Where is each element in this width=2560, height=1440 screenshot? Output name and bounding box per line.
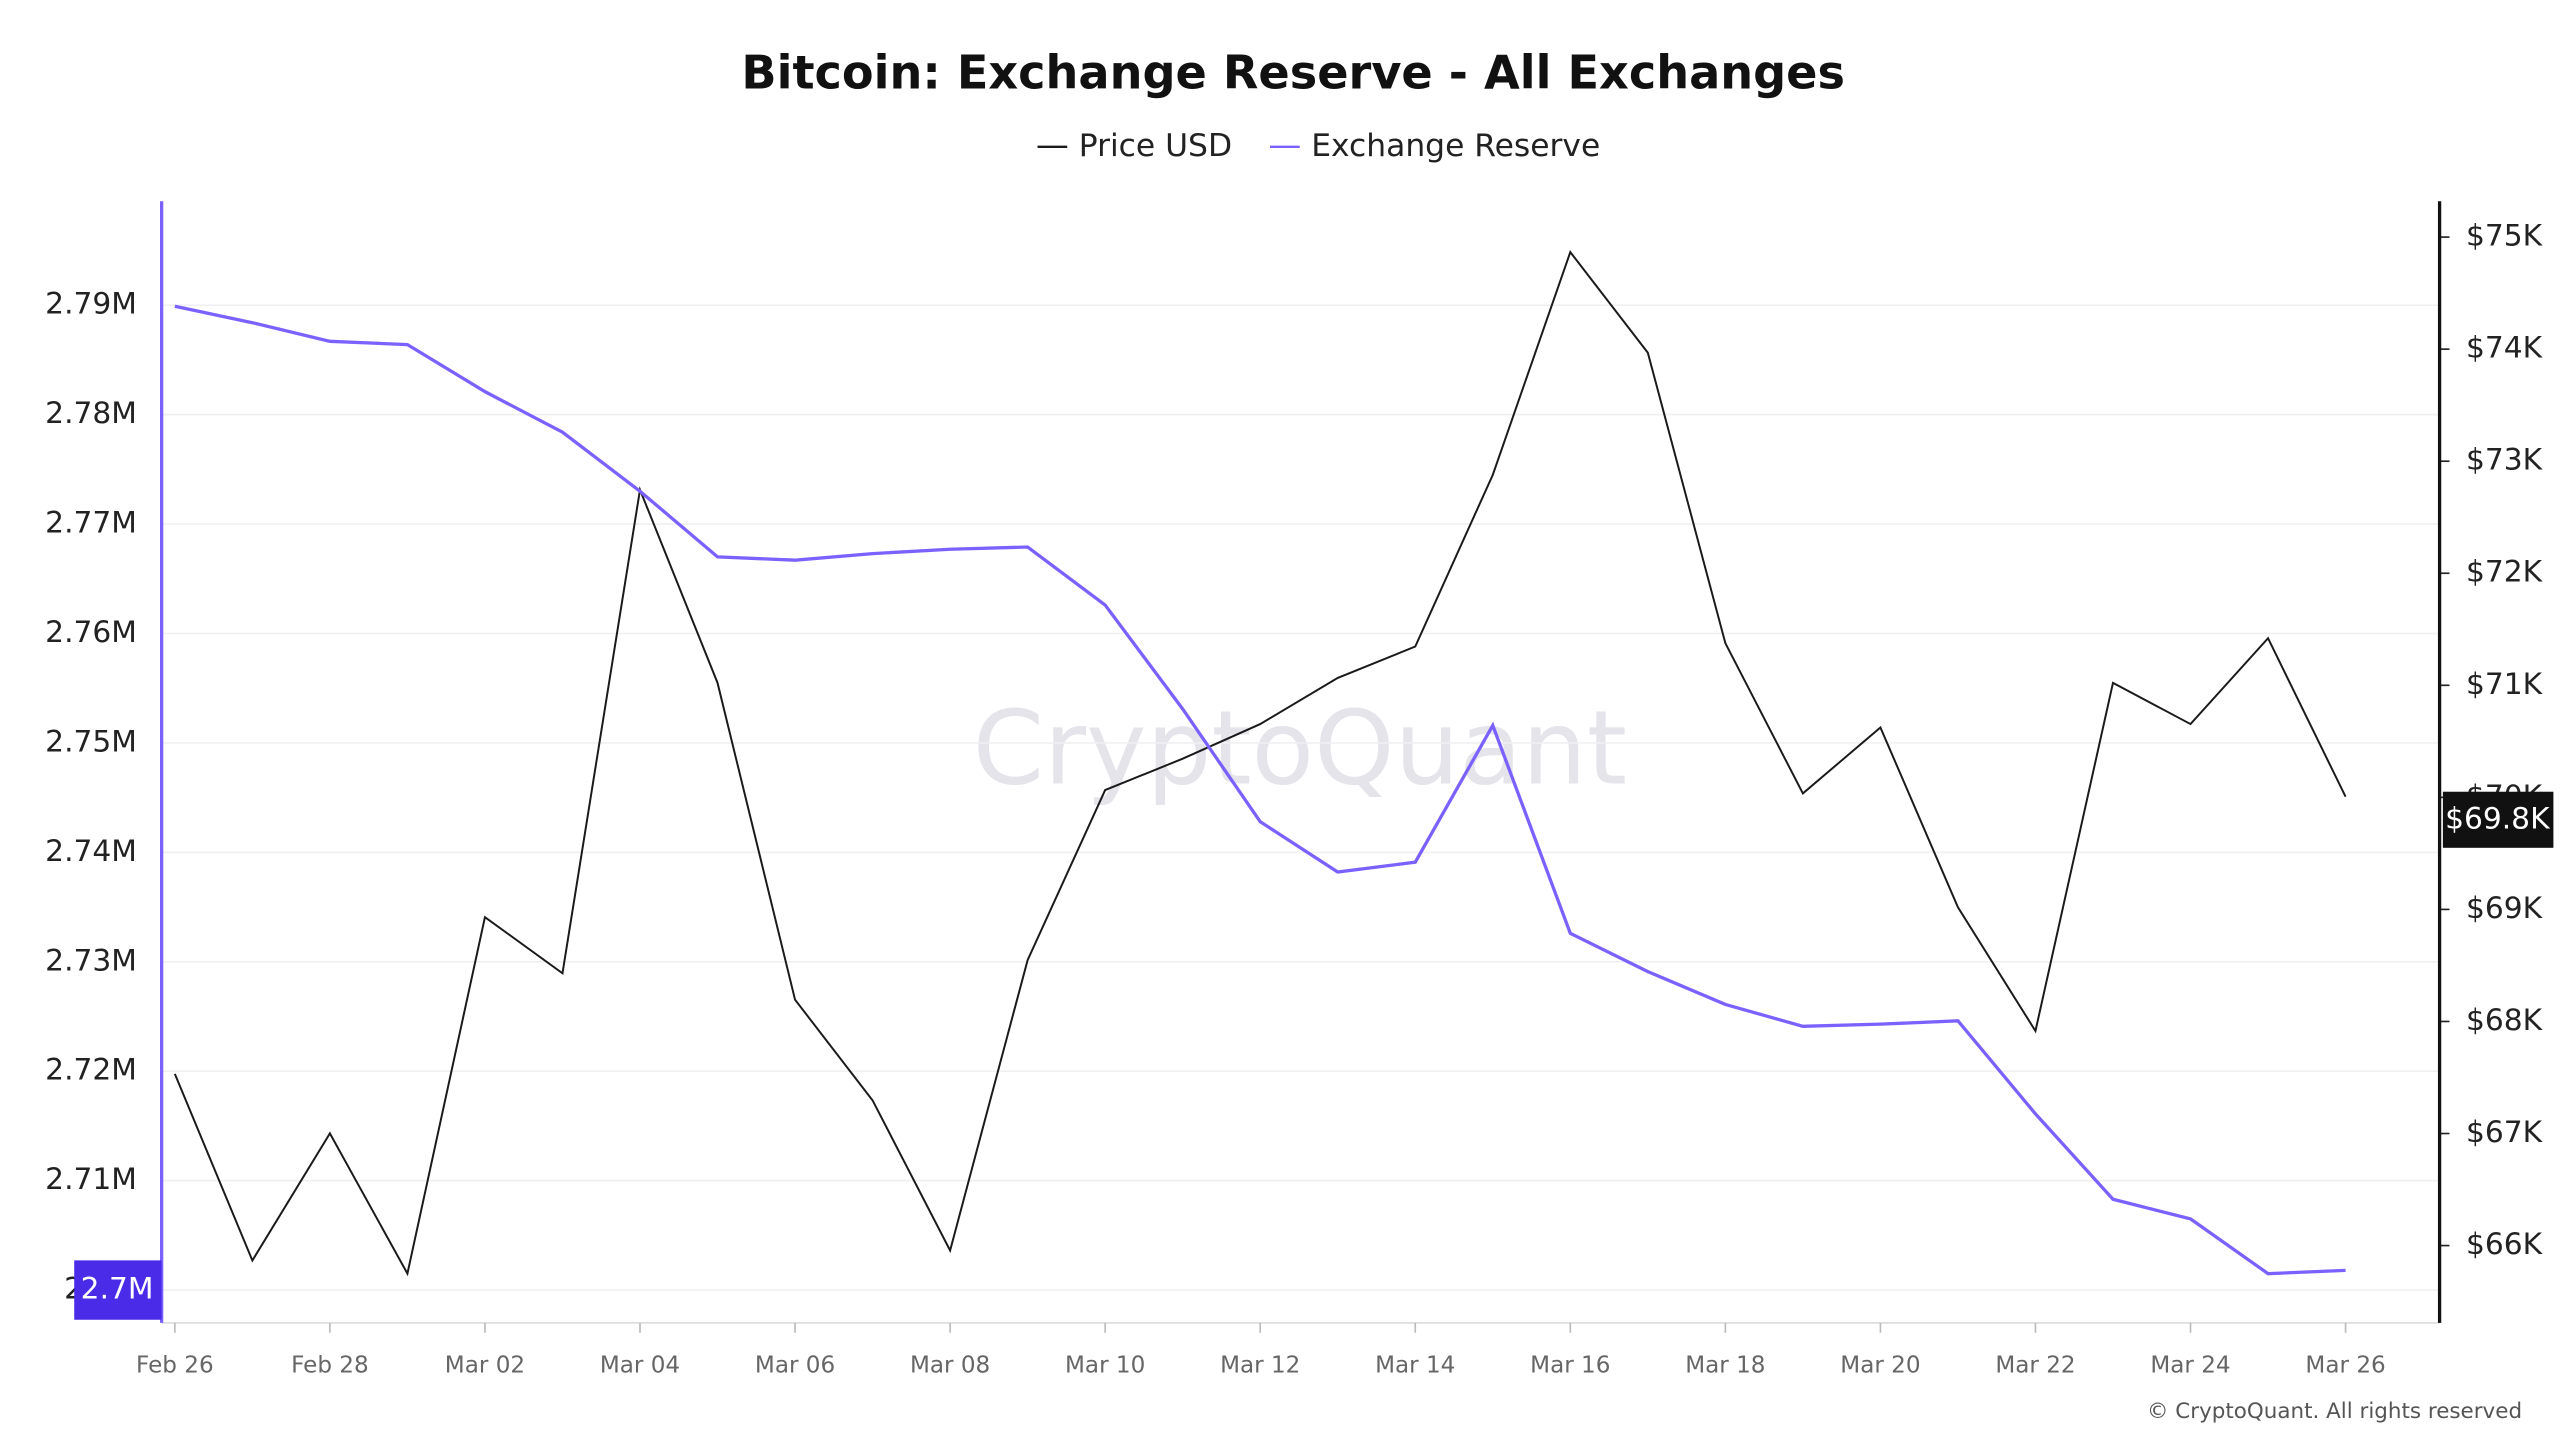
y-tick-label: 2.75M [45,724,137,759]
y2-tick-label: $66K [2466,1227,2544,1262]
y-tick-label: 2.77M [45,506,137,541]
x-tick-label: Mar 20 [1840,1352,1920,1378]
y-tick-label: 2.72M [45,1053,137,1088]
x-tick-label: Mar 22 [1995,1352,2075,1378]
y2-tick-label: $74K [2466,331,2544,366]
y-tick-label: 2.71M [45,1162,137,1197]
x-tick-label: Mar 16 [1530,1352,1610,1378]
y2-badge [2442,791,2554,848]
y2-tick-label: $71K [2466,667,2544,702]
watermark: CryptoQuant [973,689,1627,808]
chart-title: Bitcoin: Exchange Reserve - All Exchange… [741,45,1845,99]
line-series [174,304,2346,1276]
x-tick-label: Mar 12 [1220,1352,1300,1378]
x-tick-label: Feb 26 [136,1352,214,1378]
y-badge [74,1260,162,1320]
x-tick-label: Mar 02 [445,1352,525,1378]
legend-label: Price USD [1079,128,1232,164]
y2-tick-label: $69K [2466,891,2544,926]
y2-badge-label: $69.8K [2445,801,2551,836]
x-tick-label: Mar 24 [2150,1352,2230,1378]
x-tick-label: Mar 26 [2305,1352,2385,1378]
x-tick-label: Mar 14 [1375,1352,1455,1378]
x-tick-label: Mar 08 [910,1352,990,1378]
y-tick-label: 2.74M [45,834,137,869]
y-tick-label: 2.76M [45,615,137,650]
footer: © CryptoQuant. All rights reserved [2147,1399,2522,1424]
y2-tick-label: $67K [2466,1115,2544,1150]
y-tick-label: 2.73M [45,943,137,978]
x-tick-label: Feb 28 [291,1352,369,1378]
y2-tick-label: $73K [2466,443,2544,478]
y-tick-label: 2.79M [45,287,137,322]
x-tick-label: Mar 18 [1685,1352,1765,1378]
y2-tick-label: $72K [2466,555,2544,590]
x-tick-label: Mar 06 [755,1352,835,1378]
legend-label: Exchange Reserve [1311,128,1600,164]
line-series [173,250,2347,1277]
x-tick-label: Mar 10 [1065,1352,1145,1378]
x-tick-label: Mar 04 [600,1352,680,1378]
y2-tick-label: $68K [2466,1003,2544,1038]
y-tick-label: 2.78M [45,396,137,431]
y-badge-label: 2.7M [81,1272,154,1307]
y2-tick-label: $75K [2466,219,2544,254]
